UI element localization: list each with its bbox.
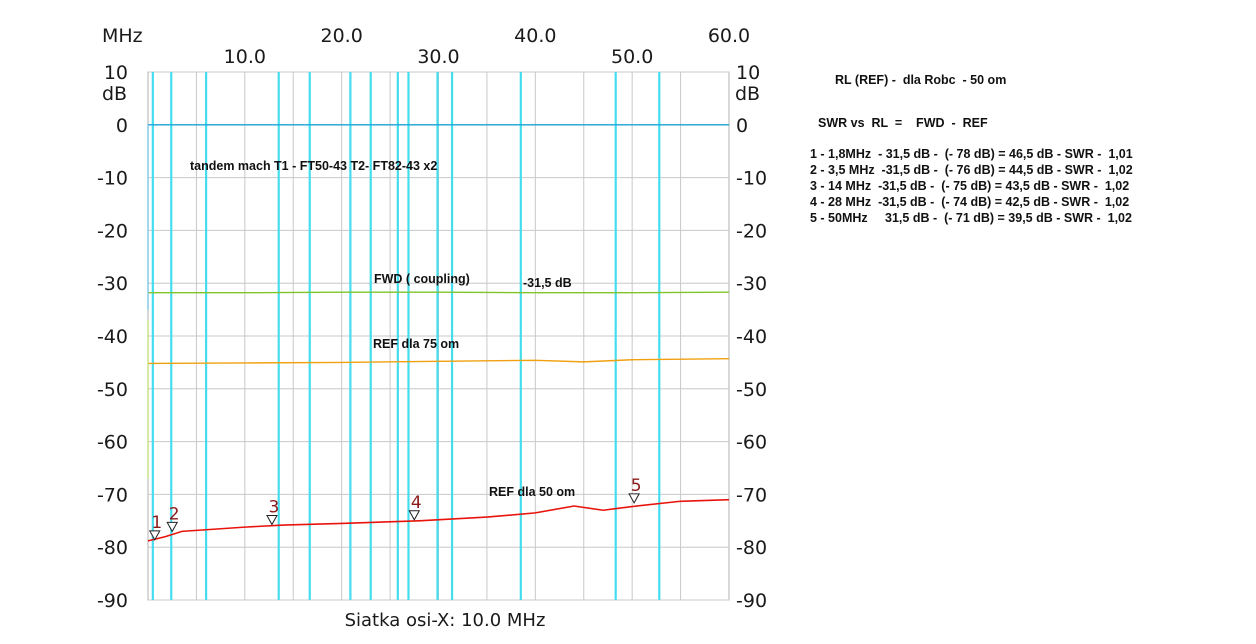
y-tick-label-left: -50: [97, 379, 128, 401]
y-tick-label-right: 10: [736, 62, 760, 84]
y-tick-label-left: -60: [97, 432, 128, 454]
y-tick-label-right: -30: [736, 273, 767, 295]
x-tick-label: 30.0: [417, 46, 459, 68]
y-tick-label-left: -20: [97, 220, 128, 242]
x-unit-label: MHz: [102, 25, 143, 47]
side-note-row-3: 3 - 14 MHz -31,5 dB - (- 75 dB) = 43,5 d…: [810, 179, 1130, 193]
y-tick-label-left: -70: [97, 484, 128, 506]
y-tick-label-right: -60: [736, 432, 767, 454]
marker-label: 5: [631, 476, 642, 496]
chart-annotation: REF dla 50 om: [489, 485, 575, 499]
series-line: [148, 291, 730, 294]
marker-triangle: [408, 510, 421, 521]
y-tick-label-right: -20: [736, 220, 767, 242]
marker-triangle: [628, 493, 640, 504]
side-note-row-5: 5 - 50MHz 31,5 dB - (- 71 dB) = 39,5 dB …: [810, 211, 1132, 225]
x-tick-label: 10.0: [224, 46, 266, 68]
y-tick-label-left: -10: [97, 168, 128, 190]
y-tick-label-right: -70: [736, 484, 767, 506]
y-unit-label-right: dB: [735, 83, 760, 105]
y-tick-label-right: -50: [736, 379, 767, 401]
chart-annotation: -31,5 dB: [523, 276, 572, 290]
y-tick-label-right: -90: [736, 590, 767, 612]
series-line: [147, 358, 730, 365]
y-tick-label-left: 10: [104, 62, 128, 84]
chart-annotation: FWD ( coupling): [374, 272, 470, 286]
marker-triangle: [148, 530, 161, 541]
y-tick-label-left: -80: [97, 537, 128, 559]
side-note-title: RL (REF) - dla Robc - 50 om: [835, 73, 1007, 87]
y-unit-label-left: dB: [102, 83, 127, 105]
x-tick-label: 50.0: [611, 46, 653, 68]
y-tick-label-left: -40: [97, 326, 128, 348]
series-line: [147, 498, 730, 542]
y-tick-label-left: 0: [116, 115, 128, 137]
marker-label: 2: [169, 504, 180, 524]
marker-triangle: [266, 515, 278, 526]
x-tick-label: 60.0: [708, 25, 750, 47]
y-tick-label-left: -90: [97, 590, 128, 612]
marker-label: 3: [269, 498, 280, 518]
chart-annotation: tandem mach T1 - FT50-43 T2- FT82-43 x2: [190, 159, 437, 173]
x-axis-caption: Siatka osi-X: 10.0 MHz: [345, 610, 546, 631]
y-tick-label-right: -80: [736, 537, 767, 559]
chart-annotation: REF dla 75 om: [373, 337, 459, 351]
side-note-row-2: 2 - 3,5 MHz -31,5 dB - (- 76 dB) = 44,5 …: [810, 163, 1133, 177]
y-tick-label-left: -30: [97, 273, 128, 295]
y-tick-label-right: -10: [736, 168, 767, 190]
x-tick-label: 20.0: [321, 25, 363, 47]
side-note-formula: SWR vs RL = FWD - REF: [818, 116, 988, 130]
x-tick-label: 40.0: [514, 25, 556, 47]
marker-label: 4: [411, 493, 422, 513]
side-note-row-1: 1 - 1,8MHz - 31,5 dB - (- 78 dB) = 46,5 …: [810, 147, 1133, 161]
marker-triangle: [166, 521, 179, 533]
marker-label: 1: [151, 513, 162, 533]
side-note-row-4: 4 - 28 MHz -31,5 dB - (- 74 dB) = 42,5 d…: [810, 195, 1130, 209]
y-tick-label-right: -40: [736, 326, 767, 348]
y-tick-label-right: 0: [736, 115, 748, 137]
